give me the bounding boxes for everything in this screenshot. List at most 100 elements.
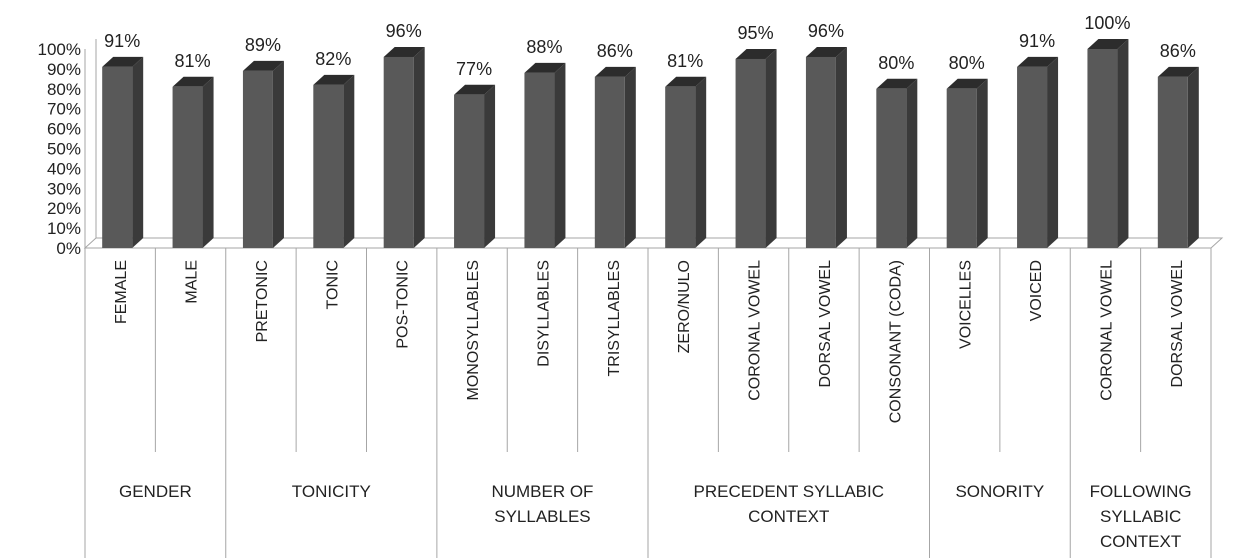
bar-side bbox=[484, 84, 496, 249]
bar-front bbox=[454, 94, 485, 249]
bar-front bbox=[1017, 66, 1048, 248]
bar-front bbox=[876, 88, 907, 248]
bar-side bbox=[976, 78, 988, 248]
bar bbox=[242, 60, 284, 248]
category-label: TONIC bbox=[324, 260, 341, 309]
bar bbox=[1017, 56, 1059, 248]
bar-top bbox=[454, 84, 496, 95]
category-label: ZERO/NULO bbox=[676, 260, 693, 353]
bar-front bbox=[665, 86, 696, 248]
category-label: CORONAL VOWEL bbox=[747, 260, 764, 401]
group-label: NUMBER OF bbox=[491, 482, 593, 501]
bar-front bbox=[805, 56, 836, 249]
bar bbox=[876, 78, 918, 248]
category-label: CORONAL VOWEL bbox=[1098, 260, 1115, 401]
bar-top bbox=[313, 74, 355, 85]
bar bbox=[172, 76, 214, 248]
bar-side bbox=[413, 46, 425, 249]
data-label: 86% bbox=[597, 41, 633, 61]
category-label: DORSAL VOWEL bbox=[817, 260, 834, 388]
bars-layer bbox=[102, 39, 1199, 249]
bar-side bbox=[624, 66, 636, 248]
bar bbox=[594, 66, 636, 248]
bar-side bbox=[1047, 56, 1059, 248]
bar-top bbox=[102, 56, 144, 67]
bar bbox=[524, 62, 566, 248]
bar-top bbox=[946, 78, 988, 89]
bar-side bbox=[132, 56, 144, 248]
bar-top bbox=[876, 78, 918, 89]
bar-side bbox=[554, 62, 566, 248]
bar-top bbox=[735, 48, 777, 59]
bar-top bbox=[383, 46, 425, 57]
bar-front bbox=[102, 66, 133, 248]
category-label: DORSAL VOWEL bbox=[1169, 260, 1186, 388]
bar-top bbox=[665, 76, 707, 87]
bar-front bbox=[383, 56, 414, 249]
y-tick-label: 70% bbox=[47, 100, 81, 119]
bar-top bbox=[1087, 39, 1129, 49]
bar-side bbox=[343, 74, 355, 248]
category-label: DISYLLABLES bbox=[535, 260, 552, 367]
y-tick-label: 80% bbox=[47, 80, 81, 99]
data-label: 95% bbox=[738, 23, 774, 43]
bar bbox=[383, 46, 425, 249]
bar-top bbox=[1157, 66, 1199, 77]
category-label: VOICED bbox=[1028, 260, 1045, 321]
bar-top bbox=[1017, 56, 1059, 67]
bar-front bbox=[242, 70, 273, 248]
group-label: PRECEDENT SYLLABIC bbox=[693, 482, 884, 501]
category-label: MONOSYLLABLES bbox=[465, 260, 482, 401]
data-label: 89% bbox=[245, 35, 281, 55]
bar-front bbox=[735, 58, 766, 249]
data-labels-layer: 91% 81% 89% 82% 96% 77% 88% 86% 81% 95% 96% 80% 80% 9… bbox=[104, 13, 1196, 79]
bar-side bbox=[202, 76, 214, 248]
data-label: 86% bbox=[1160, 41, 1196, 61]
axis-layer: 0%10%20%30%40%50%60%70%80%90%100% bbox=[38, 39, 1224, 258]
bar bbox=[102, 56, 144, 248]
data-label: 77% bbox=[456, 59, 492, 79]
category-label: VOICELLES bbox=[958, 260, 975, 349]
category-label: TRISYLLABLES bbox=[606, 260, 623, 377]
group-label: SYLLABLES bbox=[494, 507, 590, 526]
category-label: MALE bbox=[184, 260, 201, 304]
data-label: 91% bbox=[1019, 31, 1055, 51]
bar-front bbox=[1087, 49, 1118, 248]
group-label: FOLLOWING bbox=[1090, 482, 1192, 501]
data-label: 91% bbox=[104, 31, 140, 51]
y-tick-label: 100% bbox=[38, 40, 81, 59]
y-tick-label: 0% bbox=[56, 239, 81, 258]
group-label: TONICITY bbox=[292, 482, 371, 501]
bar-side bbox=[1117, 39, 1129, 248]
group-label: CONTEXT bbox=[748, 507, 829, 526]
data-label: 80% bbox=[949, 53, 985, 73]
data-label: 100% bbox=[1084, 13, 1130, 33]
y-tick-label: 20% bbox=[47, 199, 81, 218]
bar-side bbox=[695, 76, 707, 248]
bar bbox=[946, 78, 988, 248]
category-label: CONSONANT (CODA) bbox=[887, 260, 904, 423]
data-label: 88% bbox=[526, 37, 562, 57]
category-label: PRETONIC bbox=[254, 260, 271, 342]
data-label: 81% bbox=[175, 51, 211, 71]
category-label: POS-TONIC bbox=[395, 260, 412, 349]
bar-front bbox=[594, 76, 625, 248]
bar bbox=[1087, 39, 1129, 248]
bar-front bbox=[313, 84, 344, 248]
bar bbox=[1157, 66, 1199, 248]
y-tick-label: 30% bbox=[47, 179, 81, 198]
bar-side bbox=[1187, 66, 1199, 248]
category-label: FEMALE bbox=[113, 260, 130, 324]
category-axis: FEMALE MALE PRETONIC TONIC POS-TONIC MONOSYLL… bbox=[84, 248, 1212, 558]
y-tick-label: 90% bbox=[47, 60, 81, 79]
bar-top bbox=[172, 76, 214, 87]
bar-side bbox=[765, 48, 777, 249]
bar bbox=[805, 46, 847, 249]
bar-side bbox=[272, 60, 284, 248]
group-label: SONORITY bbox=[955, 482, 1044, 501]
bar-top bbox=[524, 62, 566, 73]
data-label: 80% bbox=[878, 53, 914, 73]
group-label: CONTEXT bbox=[1100, 532, 1181, 551]
bar bbox=[454, 84, 496, 249]
